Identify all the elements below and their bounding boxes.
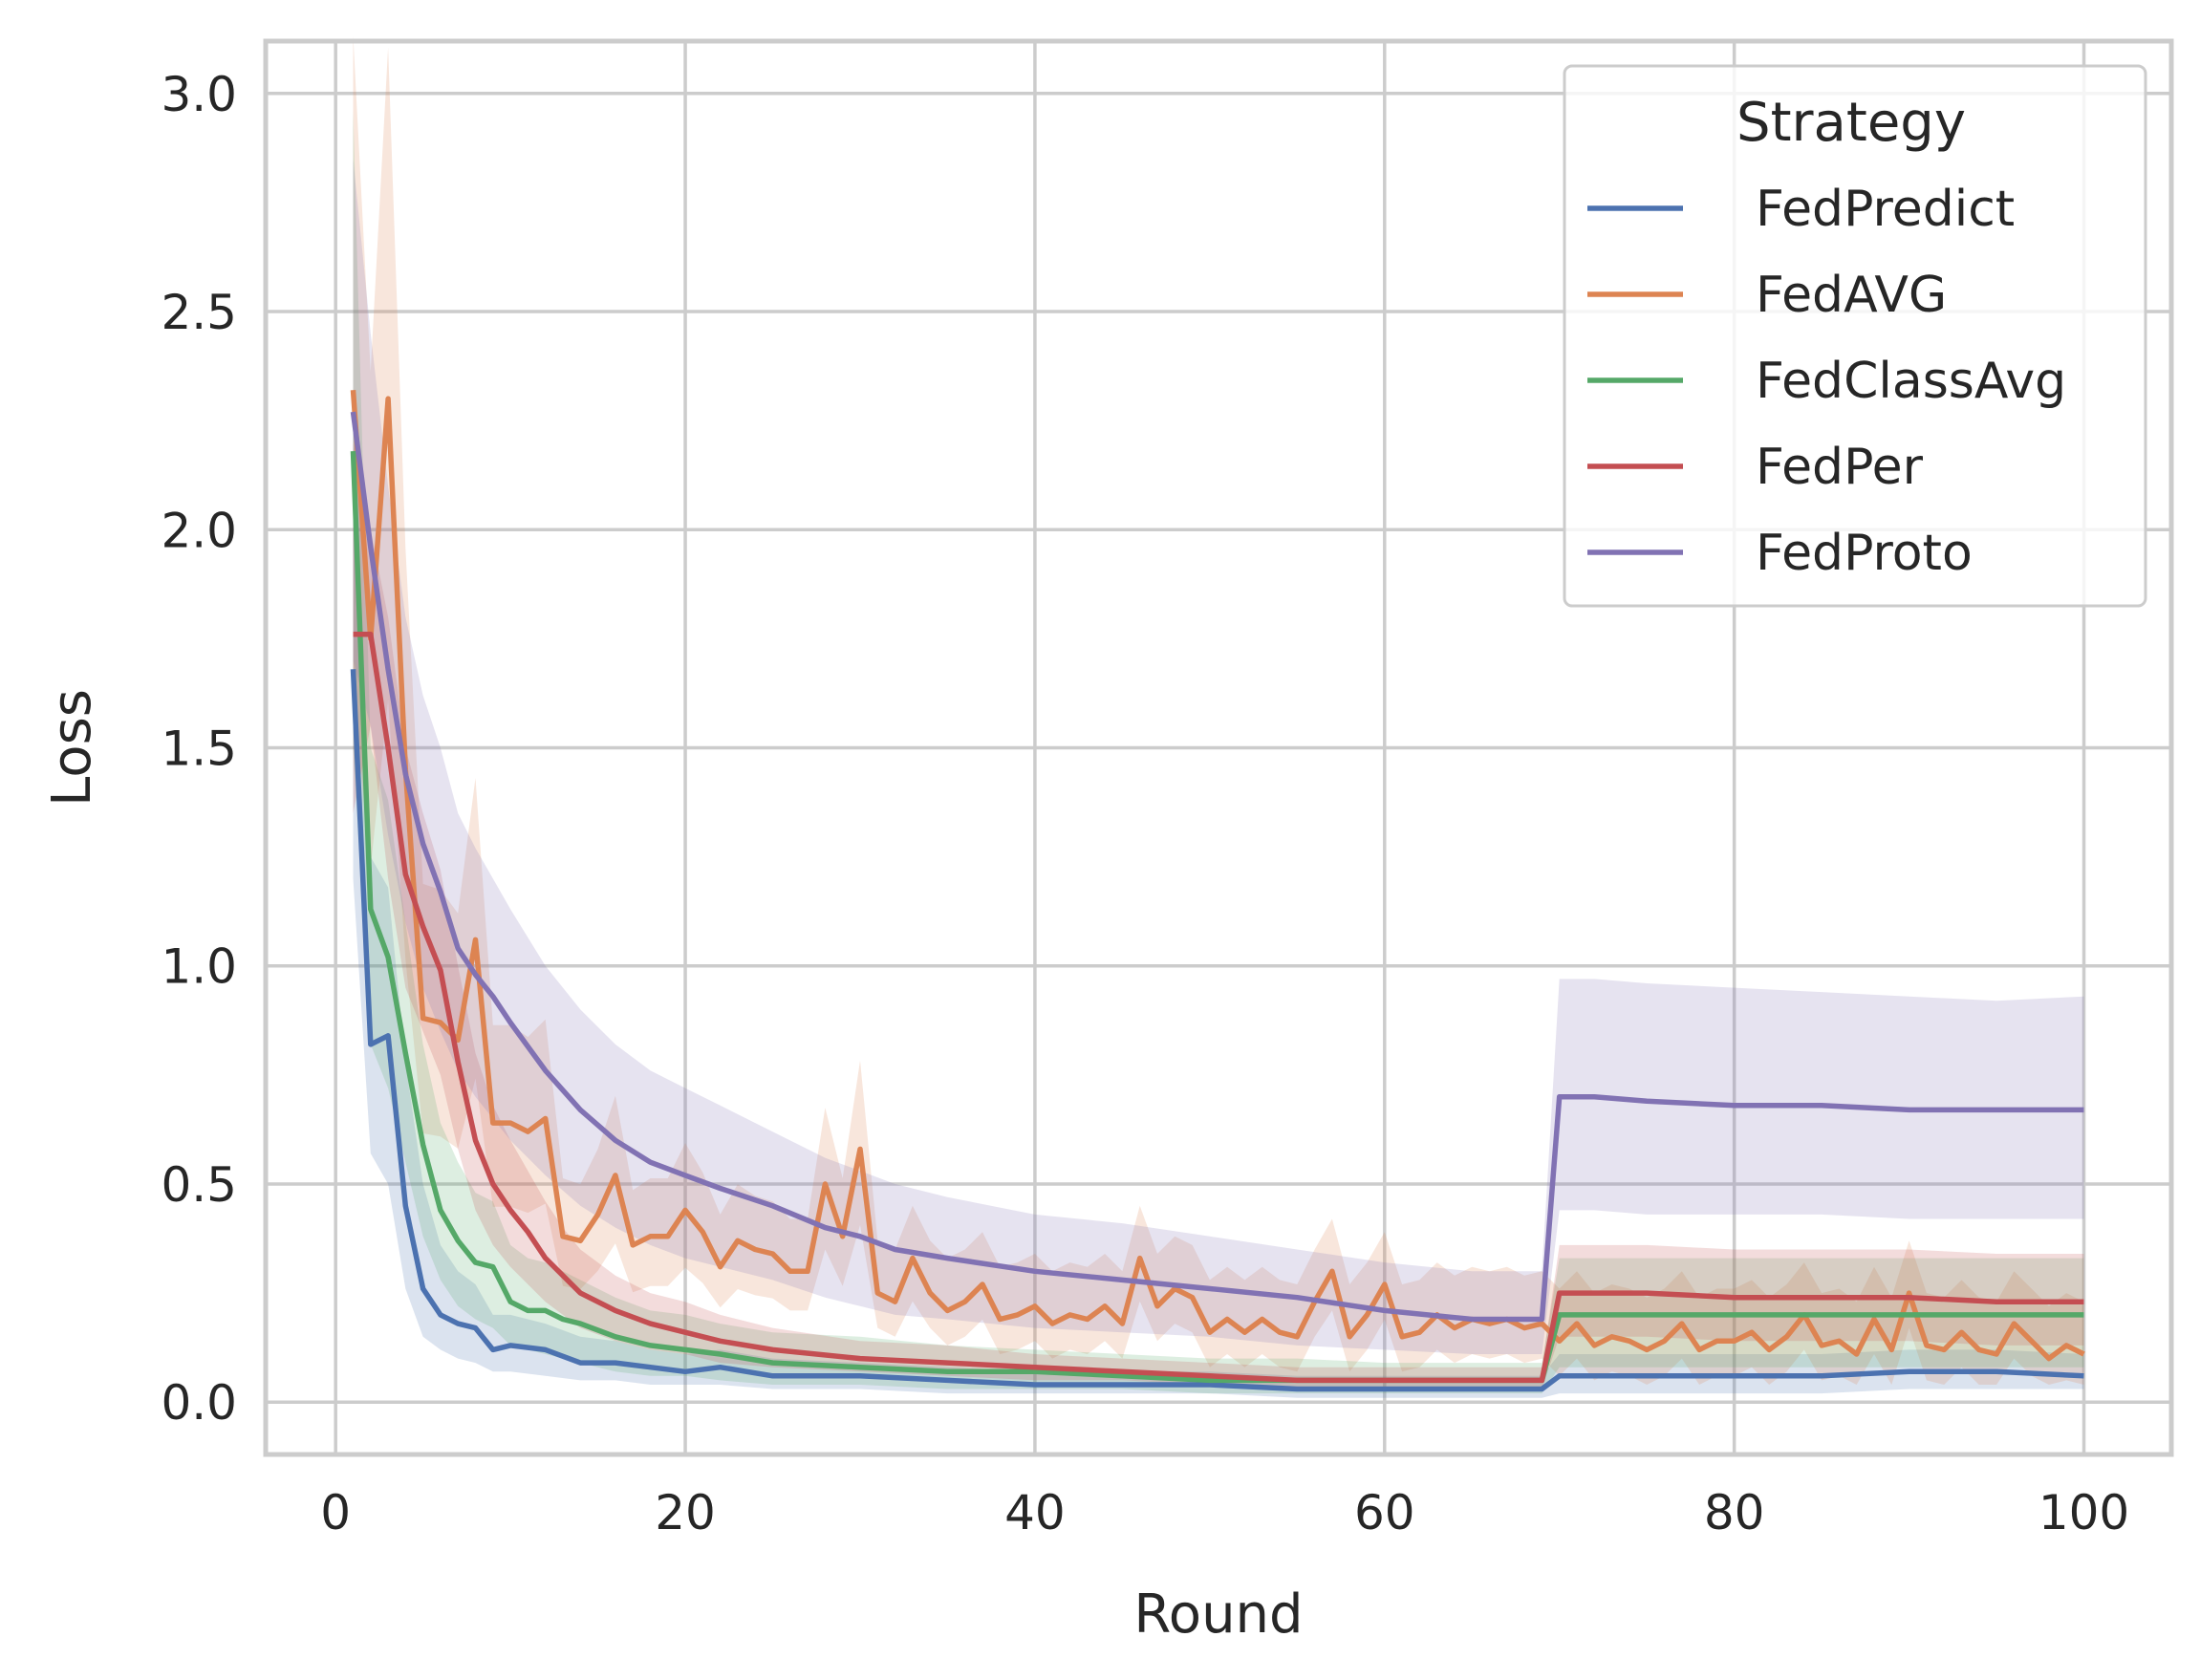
legend-title: Strategy <box>1736 92 1966 154</box>
y-axis-label: Loss <box>41 689 103 807</box>
x-tick-labels: 0 20 40 60 80 100 <box>320 1485 2129 1540</box>
legend-label: FedPer <box>1756 439 1924 496</box>
legend-label: FedProto <box>1756 525 1973 582</box>
legend-item-fedproto[interactable]: FedProto <box>1587 525 1973 582</box>
legend[interactable]: Strategy FedPredictFedAVGFedClassAvgFedP… <box>1563 64 2147 608</box>
y-tick-label: 1.0 <box>161 939 237 995</box>
legend-item-fedper[interactable]: FedPer <box>1587 439 1924 496</box>
line-fedpredict <box>350 669 2084 1392</box>
legend-item-fedpredict[interactable]: FedPredict <box>1587 181 2015 238</box>
band-fedavg <box>353 35 2084 1385</box>
x-tick-label: 60 <box>1354 1485 1415 1540</box>
legend-label: FedClassAvg <box>1756 353 2066 410</box>
legend-items: FedPredict FedAVG FedClassAvg FedPer FedProt… <box>1587 181 2066 582</box>
legend-box <box>1563 64 2147 608</box>
legend-item-fedclassavg[interactable]: FedClassAvg <box>1587 353 2066 410</box>
x-tick-label: 80 <box>1704 1485 1765 1540</box>
line-fedclassavg <box>350 450 2084 1384</box>
x-tick-label: 20 <box>655 1485 716 1540</box>
x-tick-label: 40 <box>1004 1485 1066 1540</box>
band-fedclassavg <box>353 111 2084 1394</box>
series-lines <box>350 390 2085 1392</box>
y-tick-label: 3.0 <box>161 67 237 122</box>
plot-frame <box>263 38 2174 1457</box>
x-tick-label: 0 <box>320 1485 351 1540</box>
y-tick-label: 1.5 <box>161 722 237 777</box>
legend-item-fedavg[interactable]: FedAVG <box>1587 267 1947 324</box>
x-axis-label: Round <box>1133 1583 1303 1646</box>
legend-label: FedPredict <box>1756 181 2015 238</box>
y-tick-label: 2.0 <box>161 503 237 558</box>
line-fedper <box>353 632 2084 1384</box>
band-fedproto <box>353 159 2084 1354</box>
legend-label: FedAVG <box>1756 267 1947 324</box>
line-fedavg <box>350 390 2085 1362</box>
y-tick-label: 0.0 <box>161 1375 237 1431</box>
x-tick-label: 100 <box>2038 1485 2129 1540</box>
y-tick-label: 2.5 <box>161 285 237 340</box>
y-tick-label: 0.5 <box>161 1157 237 1213</box>
line-fedproto <box>350 411 2084 1323</box>
y-tick-labels: 0.0 0.5 1.0 1.5 2.0 2.5 3.0 <box>161 67 237 1431</box>
